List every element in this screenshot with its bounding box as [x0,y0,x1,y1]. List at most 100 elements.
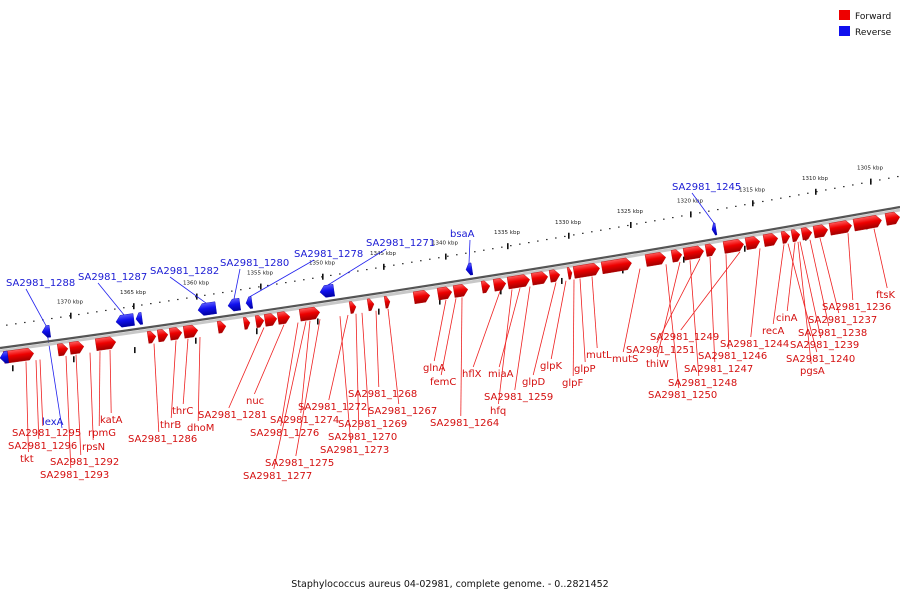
ruler-dot [186,297,188,299]
ruler-tick [70,312,72,319]
forward-gene-label: mutS [612,354,638,365]
reverse-gene-label: SA2981_1282 [150,266,219,277]
genome-caption: Staphylococcus aureus 04-02981, complete… [291,579,608,590]
ruler-dot [69,315,71,317]
forward-gene [506,274,530,290]
forward-gene-label: rpmG [88,428,116,439]
forward-gene [480,280,491,294]
ruler-dot [492,248,494,250]
forward-gene [412,290,431,305]
forward-gene-label: SA2981_1277 [243,471,312,482]
ruler-dot [303,279,305,281]
forward-gene [263,313,278,327]
ruler-dot [735,205,737,207]
forward-gene-label: SA2981_1240 [786,354,855,365]
forward-gene-label: SA2981_1267 [368,406,437,417]
forward-gene-label: SA2981_1249 [650,332,719,343]
forward-gene [146,330,157,344]
forward-gene-label: tkt [20,454,34,465]
ruler-tick-label: 1330 kbp [555,220,581,226]
forward-gene-label: SA2981_1264 [430,418,499,429]
ruler-tick-label: 1310 kbp [802,176,828,182]
forward-gene [800,227,813,241]
ruler-dot [96,311,98,313]
leader-lines [25,192,888,470]
leader-line [153,343,160,433]
leader-line [665,264,680,389]
legend-forward-label: Forward [855,12,891,22]
ruler-tick [439,298,441,305]
reverse-gene-label: lexA [42,417,64,428]
forward-gene-label: SA2981_1296 [8,441,77,452]
leader-line [197,336,201,422]
ruler-dot [816,191,818,193]
legend-reverse-label: Reverse [855,28,892,38]
ruler-tick [383,263,385,270]
ruler-tick [744,245,746,252]
ruler-tick [378,308,380,315]
forward-gene-label: glpD [522,377,545,388]
ruler-tick [507,243,509,250]
forward-gene [276,311,291,325]
ruler-dot [573,234,575,236]
forward-gene-label: SA2981_1272 [298,402,367,413]
ruler-tick-label: 1360 kbp [183,281,209,287]
reverse-gene [115,313,135,328]
ruler-tick [683,256,685,263]
forward-gene-label: SA2981_1274 [270,415,339,426]
forward-gene [884,211,900,226]
leader-line [98,351,101,427]
forward-gene-label: hfq [490,406,506,417]
forward-gene [682,245,704,261]
ruler-dot [843,186,845,188]
forward-gene-label: mutL [586,350,612,361]
ruler-dot [627,224,629,227]
leader-line [689,260,700,377]
forward-gene-label: nuc [246,396,264,407]
leader-line [622,268,641,353]
ruler-dot [429,258,431,260]
leader-line [750,248,761,338]
ruler-dot [294,280,296,282]
ruler-dot [456,254,458,256]
ruler-dot [285,282,287,284]
ruler-dot [438,257,440,259]
forward-gene [762,233,779,247]
ruler-tick [752,200,754,207]
forward-gene-label: SA2981_1238 [798,328,867,339]
forward-gene [298,306,321,322]
ruler-dot [465,252,467,254]
forward-gene-label: SA2981_1250 [648,390,717,401]
forward-gene-label: SA2981_1239 [790,340,859,351]
forward-gene [94,336,117,351]
ruler-tick [12,365,14,372]
forward-gene-label: miaA [488,369,514,380]
leader-line [787,243,818,353]
ruler-tick [870,178,872,185]
ruler-tick [73,356,75,363]
ruler-dot [276,283,278,285]
ruler-dot [681,215,683,217]
forward-gene-label: SA2981_1273 [320,445,389,456]
ruler-dot [645,221,647,223]
reverse-gene-label: bsaA [450,229,475,240]
forward-gene-label: SA2981_1295 [12,428,81,439]
ruler-dot [663,218,665,220]
leader-line [182,338,189,405]
ruler-tick-label: 1315 kbp [739,187,765,193]
forward-gene-label: glpF [562,378,583,389]
forward-gene [68,341,85,355]
forward-gene-label: pgsA [800,366,825,377]
leader-line [361,312,370,418]
reverse-gene [135,312,144,325]
ruler: 1305 kbp 1310 kbp 1315 kbp 1320 kbp 1325 kbp… [6,166,899,372]
forward-gene [348,301,357,314]
forward-gene [704,243,717,257]
ruler-dot [672,216,674,219]
ruler-dot [384,266,386,268]
leader-line [514,286,531,391]
ruler-dot [861,182,863,184]
forward-gene [436,286,453,301]
ruler-dot [528,242,530,244]
reverse-gene-label: SA2981_1278 [294,249,363,260]
